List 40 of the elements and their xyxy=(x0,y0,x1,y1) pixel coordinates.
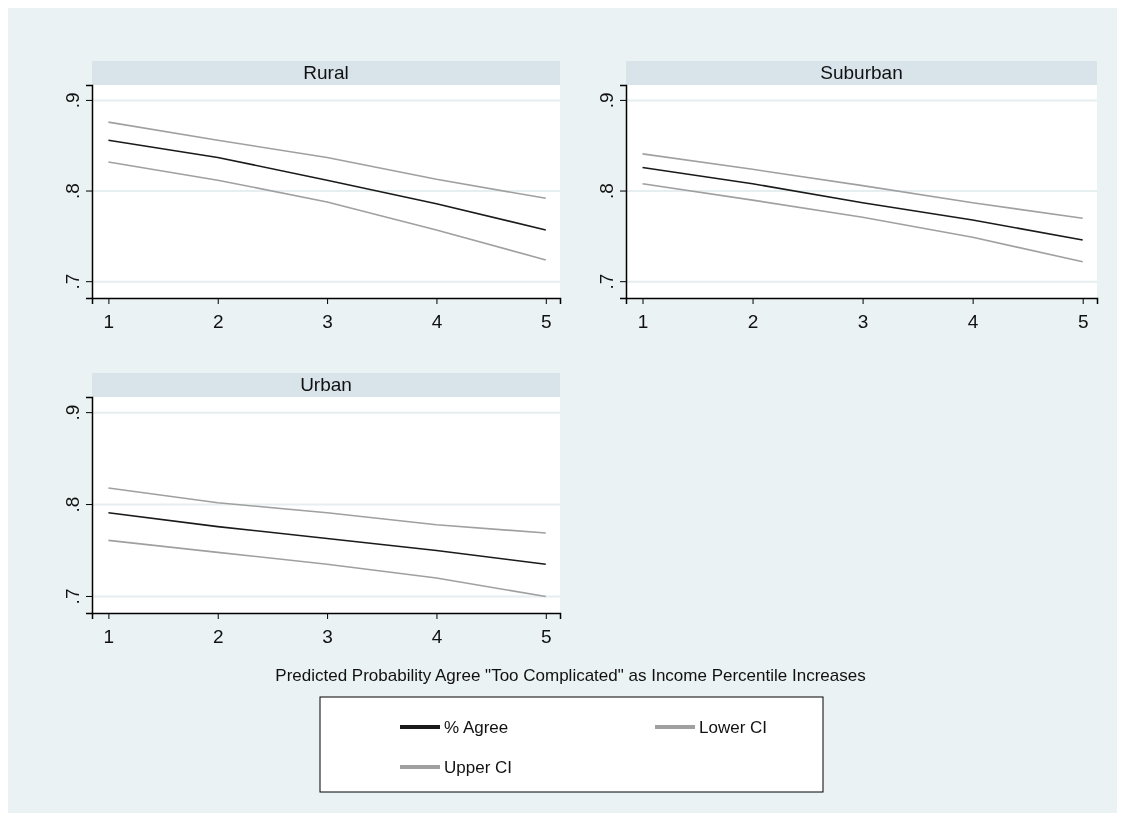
y-tick-label: .8 xyxy=(595,183,617,199)
legend-label: Upper CI xyxy=(444,758,513,777)
x-tick-label: 4 xyxy=(967,310,979,332)
y-tick-label: .9 xyxy=(595,92,617,109)
chart-title: Rural xyxy=(303,62,349,83)
chart-title: Suburban xyxy=(820,62,903,83)
line-series xyxy=(641,153,1084,220)
chart-title: Urban xyxy=(300,374,352,395)
x-tick-label: 1 xyxy=(103,310,115,332)
x-tick-label: 3 xyxy=(857,310,869,332)
line-series xyxy=(641,166,1084,241)
y-tick-label: .7 xyxy=(61,588,83,605)
legend-label: % Agree xyxy=(444,718,509,737)
x-tick-label: 3 xyxy=(322,310,333,332)
x-tick-label: 3 xyxy=(322,625,333,647)
line-series xyxy=(107,139,547,231)
x-tick-label: 4 xyxy=(431,310,443,332)
x-tick-label: 2 xyxy=(212,310,224,332)
x-tick-label: 5 xyxy=(541,310,552,332)
x-tick-label: 2 xyxy=(747,310,759,332)
line-series xyxy=(641,183,1084,263)
legend-label: Lower CI xyxy=(699,718,768,737)
x-tick-label: 4 xyxy=(431,625,443,647)
x-tick-label: 5 xyxy=(541,625,552,647)
y-tick-label: .9 xyxy=(61,404,83,421)
line-series xyxy=(107,161,547,261)
x-tick-label: 1 xyxy=(103,625,115,647)
line-series xyxy=(107,487,547,534)
y-tick-label: .7 xyxy=(61,273,83,290)
line-series xyxy=(107,512,547,566)
x-axis-title: Predicted Probability Agree "Too Complicated" as Income Percentile Increases xyxy=(275,666,866,685)
line-series xyxy=(107,121,547,200)
x-tick-label: 5 xyxy=(1077,310,1089,332)
x-tick-label: 1 xyxy=(637,310,649,332)
x-tick-label: 2 xyxy=(212,625,224,647)
y-tick-label: .9 xyxy=(61,92,83,109)
line-series xyxy=(107,539,547,598)
y-tick-label: .7 xyxy=(595,273,617,290)
y-tick-label: .8 xyxy=(61,183,83,199)
y-tick-label: .8 xyxy=(61,496,83,513)
